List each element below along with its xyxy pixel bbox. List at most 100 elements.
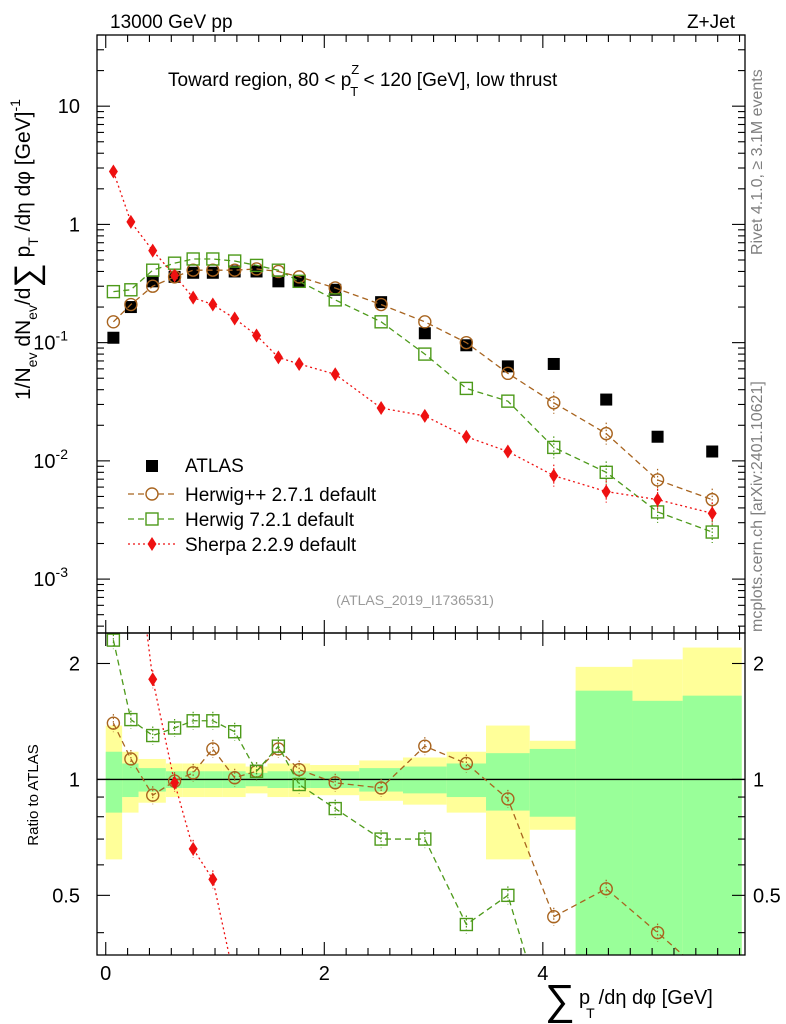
main-point-atlas bbox=[124, 301, 137, 314]
ratio-point-herwig7 bbox=[374, 832, 388, 846]
legend-sherpa-label: Sherpa 2.2.9 default bbox=[185, 535, 357, 556]
main-series bbox=[106, 164, 719, 544]
main-point-herwig7 bbox=[227, 254, 242, 268]
main-point-sherpa bbox=[503, 444, 513, 459]
ratio-point-herwigpp bbox=[374, 781, 388, 795]
ratio-band-inner bbox=[632, 700, 683, 955]
main-point-herwig7 bbox=[459, 381, 474, 396]
ratio-point-herwig7 bbox=[501, 888, 515, 903]
ratio-y-tick-label-left: 2 bbox=[69, 653, 80, 675]
main-point-herwigpp bbox=[705, 492, 719, 507]
legend-herwigpp-label: Herwig++ 2.7.1 default bbox=[185, 485, 377, 506]
ratio-point-herwigpp bbox=[206, 742, 220, 756]
main-point-atlas bbox=[206, 266, 219, 279]
ratio-band-inner bbox=[575, 690, 633, 955]
ratio-point-herwig7 bbox=[292, 777, 306, 792]
ratio-y-tick-label-left: 1 bbox=[69, 769, 80, 791]
ratio-point-sherpa bbox=[188, 841, 198, 856]
ratio-series bbox=[106, 633, 684, 955]
ratio-y-axis-label: Ratio to ATLAS bbox=[25, 744, 42, 845]
main-point-sherpa bbox=[108, 164, 118, 179]
ratio-frame bbox=[96, 632, 746, 956]
main-point-sherpa bbox=[549, 468, 559, 483]
main-point-atlas bbox=[651, 430, 664, 443]
legend-atlas-label: ATLAS bbox=[185, 456, 244, 477]
x-axis-label: ∑ p T/dη dφ [GeV] bbox=[545, 976, 713, 1023]
ratio-line-herwig7 bbox=[112, 639, 527, 955]
main-point-atlas bbox=[146, 275, 159, 288]
main-point-herwig7 bbox=[186, 252, 200, 266]
main-point-herwigpp bbox=[227, 263, 242, 277]
ratio-point-sherpa bbox=[208, 872, 218, 887]
ratio-y-tick-label-right: 1 bbox=[753, 769, 764, 791]
ratio-point-herwig7 bbox=[249, 764, 264, 778]
main-point-herwig7 bbox=[249, 258, 264, 273]
legend: ATLAS Herwig++ 2.7.1 default Herwig 7.2.… bbox=[128, 456, 377, 556]
legend-herwig7-marker bbox=[145, 512, 159, 526]
x-tick-label: 0 bbox=[100, 963, 111, 985]
main-point-sherpa bbox=[330, 367, 340, 382]
main-point-sherpa bbox=[126, 214, 136, 229]
ratio-point-herwig7 bbox=[167, 721, 182, 735]
main-point-herwig7 bbox=[106, 284, 121, 299]
main-point-atlas bbox=[501, 360, 514, 373]
main-point-sherpa bbox=[188, 290, 198, 305]
main-point-sherpa bbox=[653, 492, 663, 507]
main-point-herwig7 bbox=[167, 256, 182, 270]
main-y-tick-label: 10-1 bbox=[33, 328, 68, 355]
main-point-atlas bbox=[706, 445, 719, 458]
legend-atlas-marker bbox=[146, 460, 158, 472]
ratio-point-herwig7 bbox=[459, 917, 474, 932]
main-point-atlas bbox=[187, 266, 200, 279]
energy-label: 13000 GeV pp bbox=[110, 12, 233, 33]
ratio-point-herwig7 bbox=[418, 832, 432, 846]
main-point-sherpa bbox=[707, 506, 717, 521]
ratio-band-inner bbox=[105, 751, 123, 813]
ratio-band-inner bbox=[486, 753, 530, 811]
main-point-sherpa bbox=[273, 350, 283, 365]
ratio-point-herwigpp bbox=[106, 716, 121, 730]
main-point-sherpa bbox=[208, 297, 218, 312]
ratio-point-sherpa bbox=[170, 775, 180, 790]
main-point-sherpa bbox=[461, 429, 471, 444]
main-point-herwigpp bbox=[547, 396, 561, 410]
main-point-herwigpp bbox=[501, 366, 515, 381]
main-point-herwigpp bbox=[374, 297, 388, 312]
analysis-watermark: (ATLAS_2019_I1736531) bbox=[336, 592, 494, 608]
main-point-herwig7 bbox=[374, 315, 388, 329]
ratio-y-tick-label-right: 0.5 bbox=[753, 885, 781, 907]
main-point-herwigpp bbox=[124, 297, 138, 312]
mcplots-label: mcplots.cern.ch [arXiv:2401.10621] bbox=[749, 381, 766, 632]
main-point-herwigpp bbox=[206, 263, 220, 277]
legend-herwigpp-marker bbox=[145, 487, 159, 501]
ratio-point-herwigpp bbox=[650, 925, 665, 940]
main-point-sherpa bbox=[170, 268, 180, 283]
process-label: Z+Jet bbox=[687, 12, 736, 33]
ratio-point-herwigpp bbox=[186, 766, 200, 780]
main-y-axis-label: 1/Nev dNev/d∑ pT /dη dφ [GeV]-1 bbox=[7, 99, 46, 400]
main-point-atlas bbox=[107, 331, 120, 344]
main-y-tick-label: 10-2 bbox=[33, 446, 68, 473]
ratio-point-sherpa bbox=[148, 672, 158, 687]
ratio-point-herwigpp bbox=[418, 739, 432, 753]
main-point-sherpa bbox=[148, 243, 158, 258]
main-point-sherpa bbox=[294, 356, 304, 371]
main-point-herwig7 bbox=[328, 293, 342, 307]
ratio-point-herwigpp bbox=[547, 910, 561, 924]
main-y-tick-label: 1 bbox=[69, 214, 80, 236]
ratio-point-herwig7 bbox=[106, 633, 121, 647]
ratio-point-herwig7 bbox=[186, 714, 200, 728]
ratio-point-herwigpp bbox=[459, 756, 474, 771]
main-y-tick-label: 10 bbox=[58, 96, 80, 118]
ratio-point-herwig7 bbox=[328, 801, 342, 816]
legend-herwig7-label: Herwig 7.2.1 default bbox=[185, 510, 355, 531]
main-point-sherpa bbox=[420, 408, 430, 423]
ratio-point-herwig7 bbox=[206, 714, 220, 728]
main-point-atlas bbox=[600, 393, 613, 406]
main-point-herwig7 bbox=[206, 252, 220, 266]
main-point-atlas bbox=[460, 339, 473, 352]
main-point-herwig7 bbox=[418, 347, 432, 361]
rivet-label: Rivet 4.1.0, ≥ 3.1M events bbox=[749, 69, 766, 255]
axis-ticks bbox=[97, 34, 745, 955]
